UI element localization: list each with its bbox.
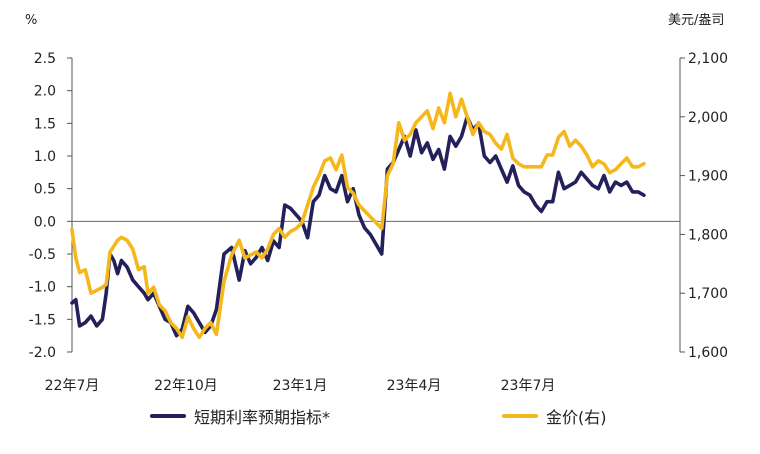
left-tick-label: -2.0 (29, 345, 56, 361)
legend-rate: 短期利率预期指标* (150, 404, 330, 428)
x-tick-label: 23年1月 (273, 378, 328, 394)
series-layer (70, 91, 646, 340)
gold-price-line (70, 91, 646, 340)
left-tick-label: 0.0 (34, 214, 56, 230)
left-tick-label: -1.0 (29, 280, 56, 296)
right-tick-label: 2,100 (688, 51, 728, 67)
legend-rate-swatch (150, 414, 186, 418)
left-axis-unit: % (25, 13, 37, 28)
legend-rate-label: 短期利率预期指标* (194, 408, 331, 427)
left-tick-label: 2.5 (34, 51, 56, 67)
legend-gold-label: 金价(右) (546, 408, 607, 427)
x-tick-label: 23年7月 (501, 378, 556, 394)
x-tick-label: 23年4月 (387, 378, 442, 394)
left-tick-label: -0.5 (29, 247, 56, 263)
left-tick-label: 1.0 (34, 149, 56, 165)
left-tick-label: -1.5 (29, 312, 56, 328)
right-tick-label: 1,700 (688, 286, 728, 302)
left-tick-label: 0.5 (34, 182, 56, 198)
right-tick-label: 2,000 (688, 110, 728, 126)
legend-gold-swatch (502, 414, 538, 418)
axes: 2.5 2.0 1.5 1.0 0.5 0.0 -0.5 -1.0 -1.5 -2.0 2,100 2… (29, 51, 728, 394)
right-tick-label: 1,800 (688, 227, 728, 243)
rate-expectation-line (70, 115, 646, 338)
x-tick-label: 22年7月 (45, 378, 100, 394)
x-tick-label: 22年10月 (154, 378, 218, 394)
left-tick-label: 2.0 (34, 84, 56, 100)
right-tick-label: 1,600 (688, 345, 728, 361)
right-axis-unit: 美元/盎司 (668, 13, 724, 28)
legend-gold: 金价(右) (502, 404, 607, 428)
right-tick-label: 1,900 (688, 169, 728, 185)
left-tick-label: 1.5 (34, 116, 56, 132)
